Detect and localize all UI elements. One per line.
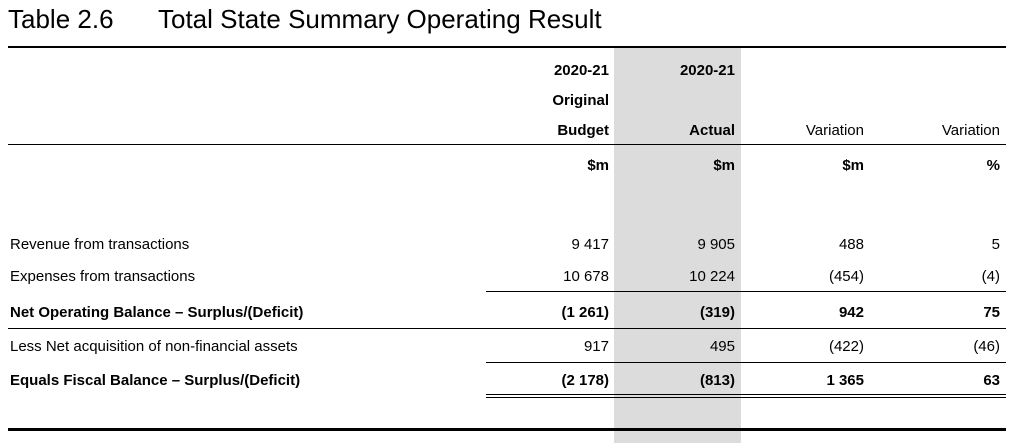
expenses-actual: 10 224 [689,268,735,285]
acquisition-variation-pct: (46) [973,338,1000,355]
row-label-fiscal-balance: Equals Fiscal Balance – Surplus/(Deficit… [10,372,301,389]
nob-budget: (1 261) [561,304,609,321]
expenses-budget: 10 678 [563,268,609,285]
col-variation-pct-header: Variation [941,122,1000,139]
revenue-budget: 9 417 [571,236,609,253]
col-budget-year: 2020-21 [553,62,609,79]
nob-variation-m: 942 [838,304,864,321]
double-rule-lower [486,397,1006,398]
acquisition-variation-m: (422) [828,338,864,355]
unit-variation-pct: % [986,157,1000,174]
revenue-actual: 9 905 [697,236,735,253]
col-budget-line3: Budget [557,122,609,139]
bottom-rule [8,428,1006,431]
revenue-variation-pct: 5 [991,236,1000,253]
double-rule-upper [486,394,1006,395]
col-actual-year: 2020-21 [679,62,735,79]
expenses-variation-m: (454) [828,268,864,285]
unit-variation-m: $m [842,157,864,174]
actual-column-shading [614,48,741,443]
header-rule [8,144,1006,145]
row-label-net-operating-balance: Net Operating Balance – Surplus/(Deficit… [10,304,304,321]
row-label-net-acquisition: Less Net acquisition of non-financial as… [10,338,298,355]
nob-variation-pct: 75 [983,304,1000,321]
col-variation-m-header: Variation [805,122,864,139]
fiscal-variation-pct: 63 [983,372,1000,389]
fiscal-actual: (813) [699,372,735,389]
acquisition-actual: 495 [709,338,735,355]
fiscal-budget: (2 178) [561,372,609,389]
col-actual-line3: Actual [689,122,735,139]
acquisition-budget: 917 [583,338,609,355]
revenue-variation-m: 488 [838,236,864,253]
unit-budget: $m [587,157,609,174]
total-rule [486,362,1006,363]
subtotal-rule [486,291,1006,292]
col-budget-line2: Original [552,92,609,109]
table-title: Table 2.6 Total State Summary Operating R… [8,4,602,35]
row-rule [8,328,1006,329]
table-number: Table 2.6 [8,4,114,34]
row-label-expenses: Expenses from transactions [10,268,196,285]
top-rule [8,46,1006,48]
nob-actual: (319) [699,304,735,321]
row-label-revenue: Revenue from transactions [10,236,190,253]
table-heading: Total State Summary Operating Result [158,4,602,34]
unit-actual: $m [713,157,735,174]
expenses-variation-pct: (4) [981,268,1000,285]
fiscal-variation-m: 1 365 [826,372,864,389]
